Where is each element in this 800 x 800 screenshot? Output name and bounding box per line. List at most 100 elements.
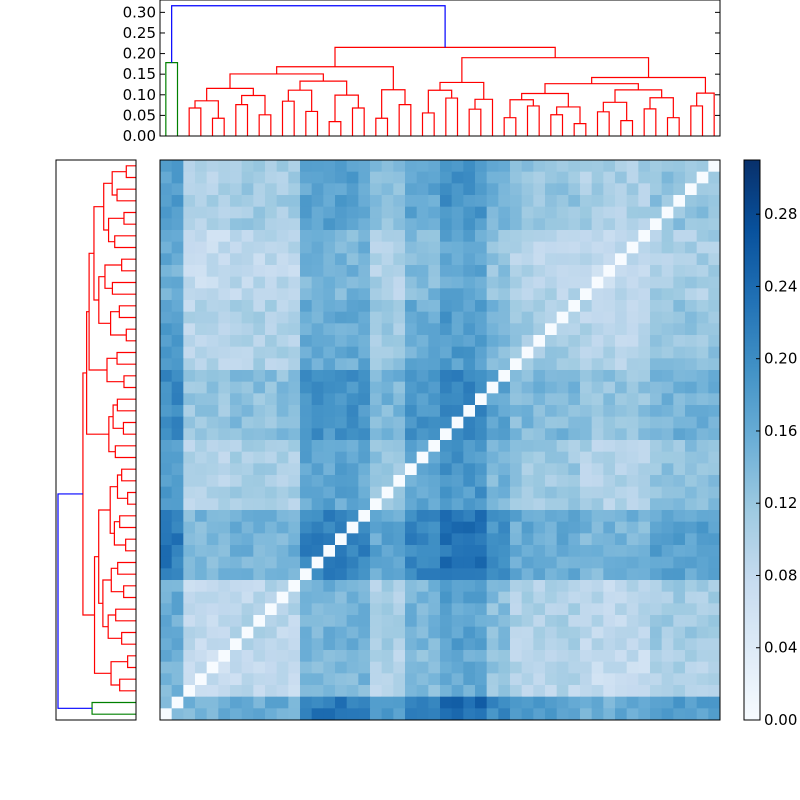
heatmap-cell — [323, 265, 336, 278]
heatmap-cell — [346, 265, 359, 278]
heatmap-cell — [603, 241, 616, 254]
heatmap-cell — [311, 358, 324, 371]
heatmap-cell — [381, 638, 394, 651]
heatmap-cell — [381, 370, 394, 383]
heatmap-cell — [171, 673, 184, 686]
heatmap-cell — [381, 533, 394, 546]
heatmap-cell — [218, 510, 231, 523]
heatmap-cell — [440, 288, 453, 301]
heatmap-cell — [685, 171, 698, 184]
heatmap-cell — [183, 603, 196, 616]
heatmap-cell — [405, 393, 418, 406]
y-tick-label: 0.15 — [123, 65, 156, 83]
heatmap-cell — [370, 626, 383, 639]
heatmap-cell — [580, 638, 593, 651]
heatmap-cell — [580, 661, 593, 674]
heatmap-cell — [276, 521, 289, 534]
heatmap-cell — [510, 440, 523, 453]
heatmap-cell — [311, 230, 324, 243]
heatmap-cell — [615, 171, 628, 184]
dendrogram-link — [550, 114, 564, 136]
left-dendrogram-frame — [55, 159, 137, 721]
heatmap-cell — [416, 405, 429, 418]
heatmap-cell — [685, 230, 698, 243]
heatmap-cell — [661, 218, 674, 231]
heatmap-cell — [615, 451, 628, 464]
heatmap-cell — [638, 160, 651, 173]
heatmap-cell — [241, 498, 254, 511]
heatmap-cell — [206, 708, 219, 721]
heatmap-cell — [521, 171, 534, 184]
heatmap-cell — [498, 591, 511, 604]
heatmap-cell — [661, 685, 674, 698]
heatmap-cell — [591, 556, 604, 569]
heatmap-cell — [288, 393, 301, 406]
heatmap-cell — [521, 370, 534, 383]
heatmap-cell — [230, 393, 243, 406]
heatmap-cell — [358, 405, 371, 418]
heatmap-cell — [521, 218, 534, 231]
heatmap-cell — [510, 650, 523, 663]
heatmap-cell — [463, 626, 476, 639]
heatmap-cell — [346, 241, 359, 254]
heatmap-cell — [661, 171, 674, 184]
heatmap-cell — [661, 300, 674, 313]
heatmap-cell — [230, 288, 243, 301]
heatmap-cell — [288, 370, 301, 383]
heatmap-cell — [171, 311, 184, 324]
heatmap-cell — [370, 370, 383, 383]
heatmap-cell — [300, 276, 313, 289]
heatmap-cell — [218, 521, 231, 534]
heatmap-cell — [346, 183, 359, 196]
heatmap-cell — [638, 311, 651, 324]
heatmap-cell — [533, 626, 546, 639]
heatmap-cell — [440, 241, 453, 254]
heatmap-cell — [673, 463, 686, 476]
heatmap-cell — [486, 405, 499, 418]
heatmap-cell — [673, 230, 686, 243]
heatmap-cell — [603, 650, 616, 663]
heatmap-cell — [311, 218, 324, 231]
y-tick-label: 0.25 — [123, 24, 156, 42]
heatmap-cell — [673, 370, 686, 383]
heatmap-cell — [346, 300, 359, 313]
heatmap-cell — [591, 230, 604, 243]
heatmap-cell — [451, 253, 464, 266]
heatmap-cell — [556, 206, 569, 219]
heatmap-cell — [160, 300, 173, 313]
heatmap-cell — [440, 393, 453, 406]
heatmap-cell — [276, 533, 289, 546]
heatmap-cell — [498, 171, 511, 184]
heatmap-cell — [311, 685, 324, 698]
heatmap-cell — [486, 486, 499, 499]
heatmap-cell — [440, 650, 453, 663]
heatmap-cell — [498, 486, 511, 499]
heatmap-cell — [498, 533, 511, 546]
heatmap-cell — [615, 230, 628, 243]
heatmap-cell — [463, 428, 476, 441]
heatmap-cell — [498, 568, 511, 581]
heatmap-cell — [568, 673, 581, 686]
heatmap-cell — [615, 405, 628, 418]
heatmap-cell — [451, 650, 464, 663]
heatmap-cell — [626, 171, 639, 184]
heatmap-cell — [568, 405, 581, 418]
heatmap-cell — [288, 580, 301, 593]
heatmap-cell — [451, 591, 464, 604]
heatmap-cell — [661, 650, 674, 663]
heatmap-cell — [381, 440, 394, 453]
heatmap-cell — [393, 358, 406, 371]
heatmap-cell — [580, 673, 593, 686]
heatmap-cell — [685, 323, 698, 336]
heatmap-cell — [358, 195, 371, 208]
heatmap-cell — [311, 253, 324, 266]
heatmap-cell — [171, 428, 184, 441]
heatmap-cell — [218, 276, 231, 289]
heatmap-cell — [696, 370, 709, 383]
dendrogram-link — [119, 678, 136, 692]
heatmap-cell — [498, 405, 511, 418]
heatmap-cell — [661, 346, 674, 359]
heatmap-cell — [580, 708, 593, 721]
heatmap-cell — [183, 615, 196, 628]
heatmap-cell — [615, 346, 628, 359]
